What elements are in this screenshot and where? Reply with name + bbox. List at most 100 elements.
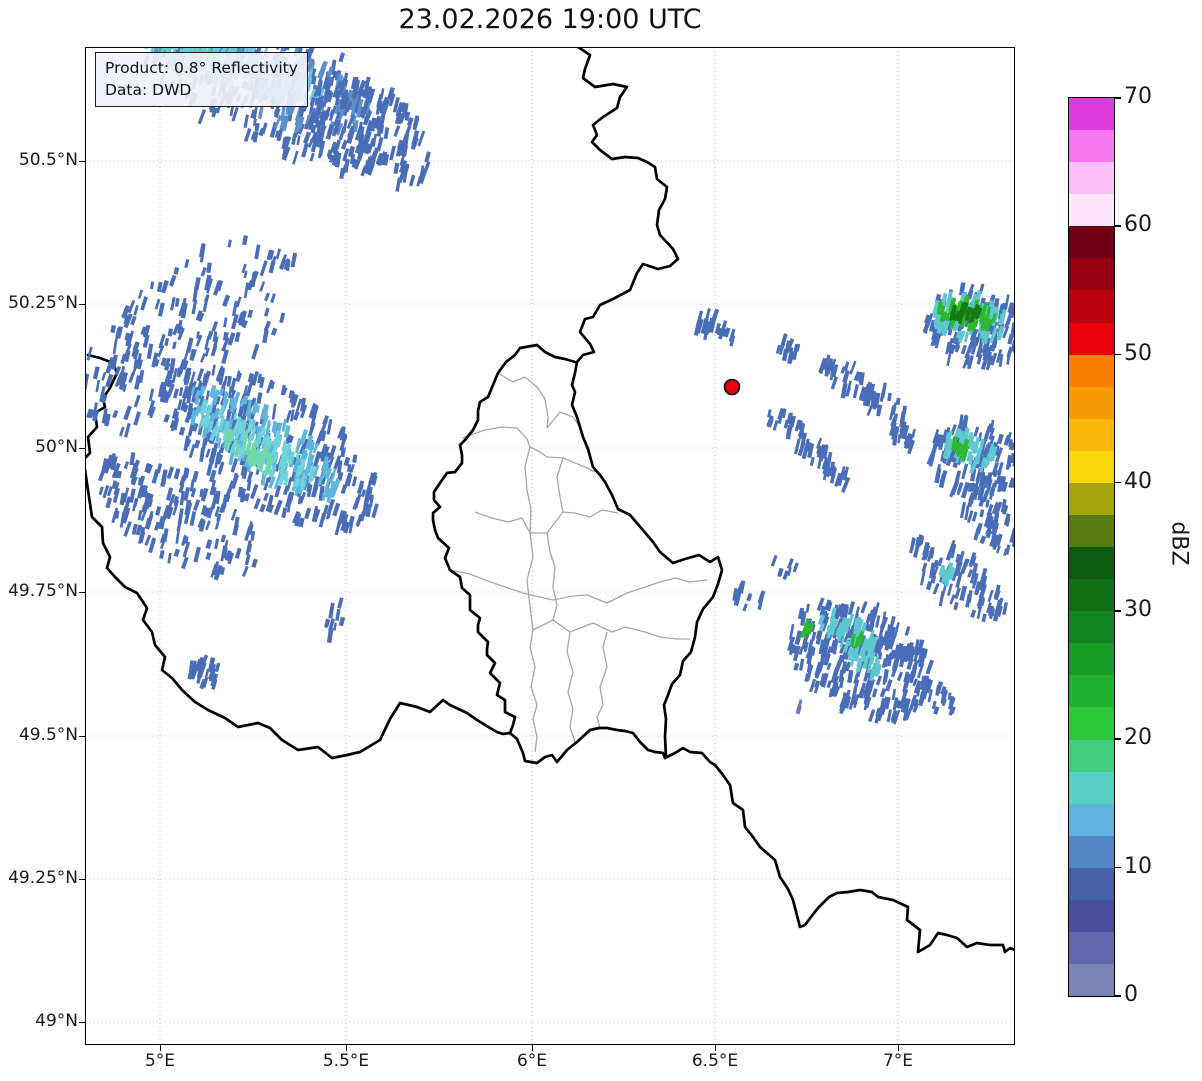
radar-echo-bin xyxy=(123,461,130,470)
radar-echo-bin xyxy=(157,344,165,358)
radar-echo-bin xyxy=(222,397,228,408)
radar-echo-bin xyxy=(312,464,320,479)
radar-echo-bin xyxy=(959,446,966,459)
radar-echo-bin xyxy=(886,709,892,723)
radar-echo-bin xyxy=(1001,481,1009,493)
radar-echo-bin xyxy=(120,353,127,365)
radar-echo-bin xyxy=(932,299,941,316)
radar-echo-bin xyxy=(237,486,244,498)
radar-echo-cluster xyxy=(766,408,805,440)
radar-echo-bin xyxy=(244,493,250,502)
radar-echo-bin xyxy=(343,456,351,467)
radar-echo-bin xyxy=(956,573,962,588)
radar-echo-bin xyxy=(1005,517,1011,527)
radar-echo-bin xyxy=(221,337,230,352)
radar-echo-bin xyxy=(867,629,875,645)
radar-echo-bin xyxy=(158,333,166,349)
radar-echo-bin xyxy=(889,649,896,660)
radar-echo-bin xyxy=(958,550,965,566)
colorbar-tick-label: 30 xyxy=(1124,597,1152,623)
radar-echo-bin xyxy=(335,73,342,88)
radar-echo-bin xyxy=(340,484,348,495)
radar-echo-bin xyxy=(352,497,361,511)
radar-echo-bin xyxy=(406,117,414,127)
radar-echo-bin xyxy=(997,475,1004,492)
colorbar-tick-label: 50 xyxy=(1124,340,1152,366)
radar-echo-bin xyxy=(191,470,199,483)
radar-echo-bin xyxy=(312,133,320,145)
country-border xyxy=(431,343,667,765)
radar-echo-bin xyxy=(258,456,266,473)
radar-echo-bin xyxy=(836,628,844,641)
radar-echo-bin xyxy=(326,487,335,504)
radar-echo-bin xyxy=(312,450,322,468)
radar-echo-bin xyxy=(818,363,826,375)
radar-echo-bin xyxy=(826,629,833,639)
radar-echo-cluster xyxy=(770,554,799,581)
radar-echo-bin xyxy=(245,540,252,556)
radar-echo-bin xyxy=(271,403,277,420)
colorbar-segment xyxy=(1069,835,1114,868)
radar-echo-bin xyxy=(123,496,132,512)
radar-echo-bin xyxy=(308,119,315,131)
radar-echo-bin xyxy=(202,677,209,688)
colorbar-segment xyxy=(1069,932,1114,965)
radar-echo-bin xyxy=(970,441,977,452)
radar-echo-bin xyxy=(362,99,370,115)
radar-echo-bin xyxy=(340,93,347,110)
radar-echo-bin xyxy=(163,362,171,371)
radar-echo-bin xyxy=(157,515,165,530)
radar-echo-bin xyxy=(130,475,138,486)
radar-echo-bin xyxy=(811,631,817,642)
radar-echo-bin xyxy=(241,565,249,577)
radar-echo-bin xyxy=(234,424,243,440)
radar-echo-bin xyxy=(285,409,292,423)
y-tick-label: 50.5°N xyxy=(18,150,78,170)
radar-echo-bin xyxy=(871,688,878,698)
radar-echo-bin xyxy=(160,470,168,487)
radar-echo-bin xyxy=(218,404,225,417)
radar-echo-bin xyxy=(253,497,261,510)
radar-echo-bin xyxy=(929,546,935,559)
radar-echo-bin xyxy=(122,383,127,392)
radar-echo-bin xyxy=(116,470,122,479)
radar-echo-bin xyxy=(923,542,930,553)
radar-echo-bin xyxy=(979,330,984,339)
radar-echo-bin xyxy=(292,410,300,421)
radar-echo-bin xyxy=(129,488,136,503)
radar-echo-cluster xyxy=(949,301,983,325)
radar-echo-bin xyxy=(280,105,286,122)
radar-echo-bin xyxy=(251,558,258,568)
radar-echo-bin xyxy=(945,552,953,561)
radar-echo-bin xyxy=(243,282,249,299)
radar-echo-bin xyxy=(787,347,794,364)
radar-echo-bin xyxy=(950,543,956,554)
radar-echo-bin xyxy=(194,397,200,405)
radar-echo-bin xyxy=(864,696,872,709)
radar-echo-bin xyxy=(815,437,823,450)
radar-echo-bin xyxy=(131,523,138,535)
radar-echo-bin xyxy=(261,122,268,135)
radar-echo-bin xyxy=(246,421,253,433)
radar-echo-bin xyxy=(892,697,899,711)
radar-echo-bin xyxy=(875,675,882,686)
radar-echo-bin xyxy=(181,402,188,411)
radar-echo-bin xyxy=(365,508,372,517)
radar-echo-bin xyxy=(319,124,327,135)
radar-echo-bin xyxy=(906,645,915,662)
colorbar-segment xyxy=(1069,386,1114,419)
radar-echo-bin xyxy=(831,675,840,691)
radar-echo-bin xyxy=(950,550,956,559)
radar-echo-bin xyxy=(892,412,899,423)
radar-echo-bin xyxy=(136,353,143,364)
radar-echo-bin xyxy=(393,162,400,175)
radar-echo-bin xyxy=(331,150,340,166)
radar-echo-bin xyxy=(417,130,426,147)
colorbar-tick-label: 60 xyxy=(1124,212,1152,238)
radar-echo-bin xyxy=(326,498,336,515)
radar-echo-bin xyxy=(332,502,341,517)
radar-echo-bin xyxy=(966,510,974,524)
radar-echo-bin xyxy=(148,510,154,519)
radar-echo-bin xyxy=(307,470,315,484)
radar-echo-bin xyxy=(131,341,140,358)
